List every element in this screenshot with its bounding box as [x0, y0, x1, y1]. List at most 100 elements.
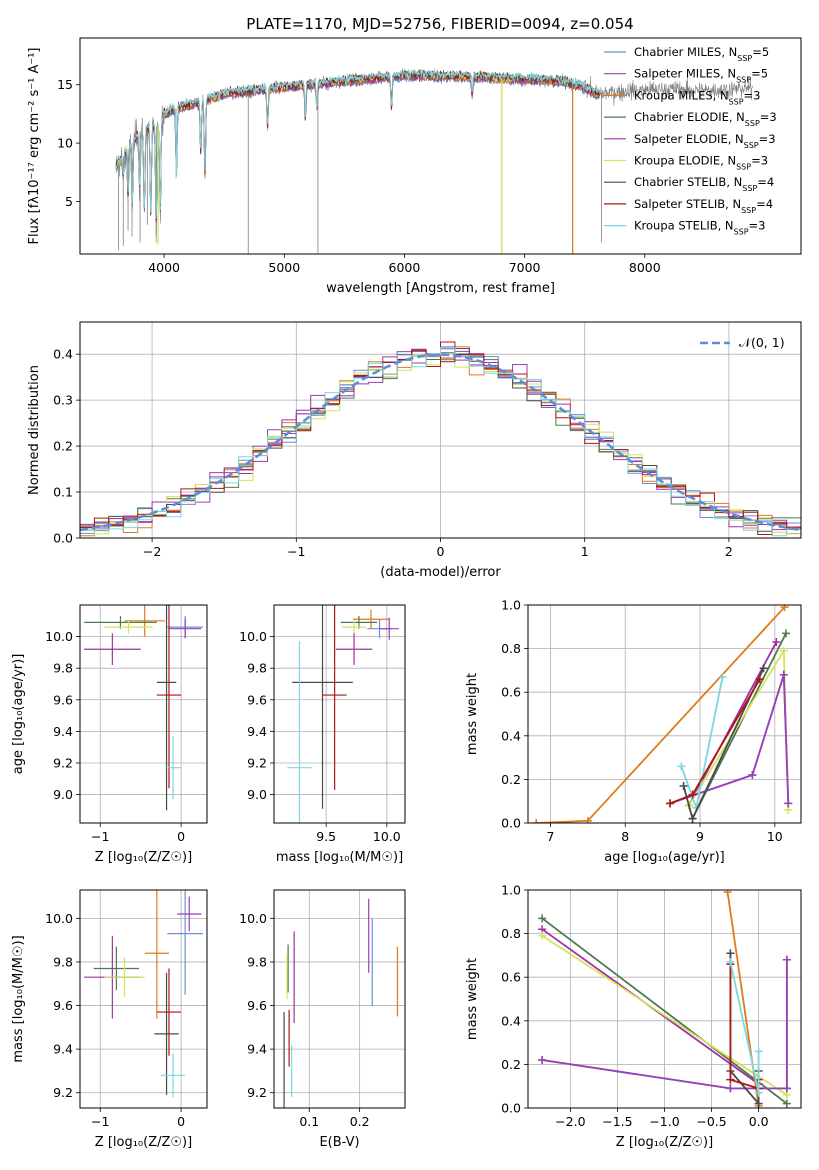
panel-age_vs_z: −1 0 9.0 9.2 9.4 9.6 9.8 10.0 Z [log₁₀(Z/Z☉)] age…	[11, 604, 208, 865]
marker-salpeter_miles	[726, 1084, 735, 1093]
tick-label-y: 9.2	[247, 1085, 267, 1100]
plot-area	[84, 890, 203, 1098]
tick-label-x: 0	[177, 829, 185, 844]
tick-label-y: 10.0	[239, 911, 267, 926]
marker-chabrier_elodie	[538, 914, 547, 923]
series-kroupa_elodie	[541, 935, 788, 1096]
panel-residuals: −2 −1 0 1 2 0.0 0.1 0.2 0.3 0.4 (data-model)/error…	[27, 321, 802, 580]
tick-label-y: 9.6	[53, 998, 73, 1013]
tick-label-y: 9.6	[53, 692, 73, 707]
tick-label-y: 9.4	[247, 724, 267, 739]
tick-label-y: 10.0	[45, 629, 73, 644]
grid	[80, 890, 207, 1108]
tick-label-y: 0.2	[501, 772, 521, 787]
tick-label-x: −1	[91, 1114, 109, 1129]
tick-label-y: 0.2	[501, 1057, 521, 1072]
model-kroupa_stelib	[115, 68, 600, 220]
tick-label-x: 0	[177, 1114, 185, 1129]
axes: −2.0 −1.5 −1.0 −0.5 0.0 0.0 0.2 0.4 0.6 0.8 1.0 Z […	[465, 883, 802, 1150]
marker-chabrier_stelib	[726, 949, 735, 958]
tick-label-y: 15	[57, 77, 73, 92]
tick-label-y: 0.1	[53, 485, 73, 500]
tick-label-x: 4000	[148, 260, 180, 275]
tick-label-y: 10	[57, 136, 73, 151]
plot-area	[538, 890, 791, 1108]
tick-label-y: 9.2	[53, 755, 73, 770]
tick-label-y: 0.0	[53, 531, 73, 546]
series-chabrier_elodie	[541, 917, 788, 1105]
panel-spectrum: 4000 5000 6000 7000 8000 5 10 15 wavelength [Ang…	[27, 37, 802, 296]
axes-frame	[79, 604, 208, 824]
axes-frame	[273, 604, 406, 824]
tick-label-x: −1	[287, 544, 305, 559]
axis-label-x: Z [log₁₀(Z/Z☉)]	[616, 1135, 713, 1150]
axis-label-x: (data-model)/error	[380, 565, 501, 580]
model-salpeter_miles	[115, 73, 600, 223]
legend-label: 𝒩(0, 1)	[739, 335, 785, 350]
tick-label-x: 7000	[509, 260, 541, 275]
tick-label-x: −1.5	[602, 1114, 632, 1129]
axes-frame	[79, 889, 208, 1109]
axis-label-x: Z [log₁₀(Z/Z☉)]	[95, 850, 192, 865]
tick-label-y: 0.8	[501, 926, 521, 941]
tick-label-y: 9.8	[247, 954, 267, 969]
legend-label: Kroupa STELIB, NSSP=3	[634, 219, 765, 237]
marker-kroupa_miles	[532, 819, 541, 823]
tick-label-y: 10.0	[239, 629, 267, 644]
axes: 9.5 10.0 9.0 9.2 9.4 9.6 9.8 10.0 mass [log₁₀(M/…	[239, 604, 406, 865]
tick-label-y: 9.2	[53, 1085, 73, 1100]
plot-area	[80, 341, 801, 537]
tick-label-y: 0.6	[501, 970, 521, 985]
tick-label-y: 9.4	[53, 724, 73, 739]
legend-label: Salpeter MILES, NSSP=5	[634, 67, 768, 85]
axis-label-x: Z [log₁₀(Z/Z☉)]	[95, 1135, 192, 1150]
axes: −1 0 9.0 9.2 9.4 9.6 9.8 10.0 Z [log₁₀(Z/Z☉)] age…	[11, 604, 208, 865]
tick-label-y: 0.0	[501, 816, 521, 831]
legend-label: Kroupa ELODIE, NSSP=3	[634, 154, 768, 172]
tick-label-y: 0.4	[53, 347, 73, 362]
legend-label: Chabrier ELODIE, NSSP=3	[634, 110, 777, 128]
marker-salpeter_stelib	[666, 799, 675, 808]
marker-salpeter_miles	[538, 1056, 547, 1065]
marker-salpeter_miles	[779, 670, 788, 679]
axes: 4000 5000 6000 7000 8000 5 10 15 wavelength [Ang…	[27, 37, 802, 296]
axis-label-y: mass weight	[465, 673, 480, 755]
legend-label: Salpeter ELODIE, NSSP=3	[634, 132, 776, 150]
tick-label-y: 1.0	[501, 598, 521, 613]
axis-label-y: mass weight	[465, 958, 480, 1040]
spectrum-legend: Chabrier MILES, NSSP=5 Salpeter MILES, NS…	[604, 45, 777, 236]
marker-chabrier_stelib	[688, 814, 697, 823]
model-chabrier_miles	[115, 72, 600, 224]
normal-curve	[80, 353, 799, 532]
tick-label-x: −0.5	[696, 1114, 726, 1129]
model-chabrier_stelib	[115, 69, 600, 221]
tick-label-y: 0.3	[53, 393, 73, 408]
tick-label-x: 7	[546, 829, 554, 844]
tick-label-y: 0.4	[501, 728, 521, 743]
tick-label-y: 0.0	[501, 1101, 521, 1116]
axes: −2 −1 0 1 2 0.0 0.1 0.2 0.3 0.4 (data-model)/error…	[27, 321, 802, 580]
tick-label-x: −2.0	[555, 1114, 585, 1129]
tick-label-y: 9.2	[247, 755, 267, 770]
tick-label-x: −1.0	[649, 1114, 679, 1129]
series-kroupa_miles	[536, 606, 786, 823]
legend-label: Chabrier MILES, NSSP=5	[634, 45, 769, 63]
marker-kroupa_stelib	[754, 1047, 763, 1056]
series-kroupa_elodie	[688, 647, 790, 810]
model-kroupa_elodie	[115, 68, 600, 222]
marker-chabrier_stelib	[754, 1099, 763, 1108]
model-chabrier_elodie	[115, 70, 600, 223]
tick-label-x: 10.0	[373, 829, 401, 844]
marker-chabrier_stelib	[759, 664, 768, 673]
axes-frame	[273, 889, 406, 1109]
marker-salpeter_miles	[782, 1084, 791, 1093]
axes: −1 0 9.2 9.4 9.6 9.8 10.0 Z [log₁₀(Z/Z☉)] mass […	[11, 889, 208, 1150]
marker-kroupa_stelib	[726, 957, 735, 966]
grid	[80, 605, 207, 823]
tick-label-y: 0.4	[501, 1013, 521, 1028]
tick-label-y: 9.4	[247, 1042, 267, 1057]
tick-label-y: 1.0	[501, 883, 521, 898]
grid	[528, 889, 801, 1109]
axis-label-x: age [log₁₀(age/yr)]	[604, 850, 725, 865]
tick-label-y: 10.0	[45, 911, 73, 926]
